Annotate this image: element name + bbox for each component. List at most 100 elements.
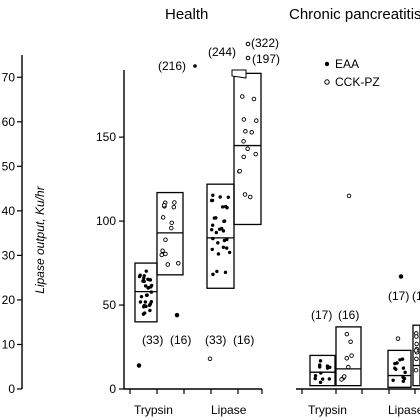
count-label: (33) (205, 333, 226, 347)
count-label: (17) (311, 308, 332, 322)
data-point-cck (163, 237, 168, 243)
legend-marker-eaa (324, 61, 330, 67)
data-point-eaa (209, 198, 214, 203)
data-point-eaa (138, 300, 143, 304)
data-point-eaa (214, 230, 219, 235)
data-point-eaa (142, 279, 146, 284)
x-category-label: Trypsin (134, 403, 173, 417)
data-point-eaa (318, 359, 323, 363)
data-point-cck (413, 348, 419, 353)
data-point-cck (249, 130, 254, 135)
group-title-chronic: Chronic pancreatitis (289, 6, 420, 23)
box-cck-1 (233, 72, 262, 226)
data-point-cck (251, 96, 257, 102)
outlier-point (174, 312, 180, 318)
data-point-eaa (403, 370, 407, 375)
legend-marker-cck (324, 79, 330, 85)
data-point-eaa (313, 373, 318, 378)
data-point-cck (348, 339, 353, 344)
outer-y-tick-label: 20 (2, 293, 16, 307)
data-point-eaa (148, 308, 152, 313)
data-point-eaa (221, 245, 226, 250)
data-point-cck (248, 194, 253, 200)
data-point-eaa (318, 380, 323, 385)
data-point-cck (349, 353, 354, 358)
data-point-cck (165, 262, 171, 267)
data-point-eaa (313, 376, 317, 381)
data-point-eaa (218, 195, 222, 199)
data-point-eaa (221, 229, 226, 233)
data-point-eaa (401, 366, 406, 370)
inner-y-tick-label: 0 (109, 382, 116, 396)
data-point-cck (163, 251, 168, 257)
data-point-cck (344, 356, 350, 361)
data-point-eaa (211, 193, 215, 197)
data-point-eaa (217, 227, 222, 231)
outlier-label: (322) (251, 36, 279, 50)
data-point-eaa (147, 303, 152, 307)
count-label: (17) (388, 289, 409, 303)
data-point-cck (237, 168, 243, 174)
data-point-eaa (395, 361, 399, 365)
outer-y-tick-label: 0 (8, 382, 15, 396)
data-point-eaa (143, 284, 148, 288)
data-point-eaa (141, 312, 146, 316)
box-eaa-3 (387, 349, 412, 388)
outlier-point (346, 193, 352, 199)
data-point-eaa (223, 204, 228, 209)
outlier-point (193, 64, 197, 68)
data-point-eaa (220, 205, 225, 209)
data-point-eaa (139, 294, 144, 299)
box-eaa-1 (206, 183, 235, 289)
data-point-cck (241, 154, 246, 160)
off-scale-marker (231, 69, 247, 79)
data-point-eaa (142, 276, 146, 280)
x-category-label: Lipase (211, 403, 247, 417)
inner-y-tick-label: 100 (96, 214, 116, 228)
data-point-cck (344, 331, 350, 337)
data-point-eaa (137, 274, 142, 279)
data-point-cck (414, 341, 419, 347)
data-point-cck (254, 118, 259, 123)
box-cck-3 (412, 324, 420, 387)
data-point-cck (159, 252, 164, 258)
data-point-cck (339, 377, 344, 382)
data-point-cck (243, 129, 248, 134)
outer-y-tick-label: 30 (2, 248, 16, 262)
data-point-eaa (215, 269, 219, 274)
data-point-eaa (146, 286, 150, 290)
outlier-point (207, 356, 213, 362)
data-point-cck (341, 374, 347, 379)
data-point-cck (161, 202, 167, 208)
data-point-eaa (223, 270, 228, 275)
outlier-point (395, 336, 401, 341)
data-point-cck (160, 248, 165, 253)
outer-y-tick-label: 70 (2, 70, 16, 84)
count-label: (16) (233, 333, 254, 347)
data-point-cck (414, 356, 419, 362)
data-point-eaa (400, 357, 405, 361)
x-category-label: Lipase (388, 403, 420, 417)
data-point-eaa (391, 378, 395, 382)
data-point-eaa (144, 269, 148, 273)
outlier-point (136, 363, 142, 368)
box-cck-2 (335, 326, 362, 387)
legend-label-cck: CCK-PZ (335, 75, 380, 89)
y-axis-label: Lipase output, Ku/hr (33, 185, 47, 293)
count-label: (33) (142, 333, 163, 347)
data-point-eaa (327, 377, 332, 381)
outlier-point (245, 41, 251, 47)
inner-y-tick-label: 50 (103, 298, 117, 312)
data-point-eaa (222, 219, 227, 223)
data-point-eaa (398, 358, 402, 362)
data-point-eaa (209, 228, 214, 232)
outer-y-tick-label: 60 (2, 115, 16, 129)
group-title-health: Health (165, 6, 208, 23)
outlier-point (398, 274, 404, 279)
box-cck-0 (156, 191, 184, 276)
data-point-eaa (211, 272, 215, 277)
data-point-cck (414, 334, 419, 339)
data-point-cck (171, 204, 177, 210)
count-label: (16) (412, 289, 420, 303)
